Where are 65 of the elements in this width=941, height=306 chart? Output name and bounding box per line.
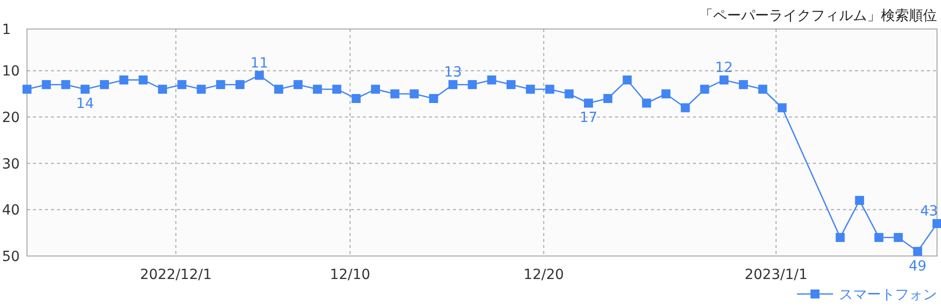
point (661, 89, 670, 98)
point (100, 80, 109, 90)
point (22, 84, 32, 94)
point (545, 84, 554, 94)
point (564, 89, 574, 98)
point (294, 80, 303, 90)
point (468, 80, 477, 90)
point (894, 232, 903, 242)
x-tick-label: 12/10 (330, 267, 370, 283)
point (138, 75, 148, 84)
point (836, 232, 845, 242)
point (80, 84, 90, 94)
y-tick-label: 40 (2, 202, 20, 219)
point (158, 84, 168, 94)
point (448, 80, 458, 90)
point (680, 103, 690, 112)
point (410, 89, 419, 98)
data-label: 11 (250, 55, 268, 72)
point (196, 84, 206, 94)
x-tick-label: 12/20 (524, 267, 564, 283)
point (932, 219, 941, 228)
data-label: 43 (920, 204, 938, 220)
point (855, 196, 864, 205)
y-tick-label: 30 (2, 156, 20, 172)
y-tick-label: 10 (2, 64, 20, 80)
y-tick-label: 1 (2, 22, 11, 38)
point (603, 94, 612, 103)
point (738, 80, 748, 90)
point (720, 75, 729, 84)
point (274, 84, 284, 94)
point (506, 80, 516, 90)
y-tick-label: 20 (2, 110, 20, 126)
point (119, 75, 128, 84)
data-label: 14 (76, 96, 94, 112)
y-tick-label: 50 (2, 249, 20, 265)
data-label: 17 (580, 110, 598, 126)
point (352, 94, 361, 103)
point (177, 80, 186, 90)
point (700, 84, 710, 94)
x-tick-label: 2023/1/1 (744, 267, 808, 283)
point (390, 89, 400, 98)
point (254, 70, 264, 80)
point (61, 80, 70, 90)
point (42, 80, 51, 90)
point (758, 84, 768, 94)
point (312, 84, 322, 94)
point (429, 94, 438, 103)
point (622, 75, 632, 84)
point (235, 80, 244, 90)
data-label: 12 (715, 60, 733, 76)
point (332, 84, 342, 94)
chart-title: 「ペーパーライクフィルム」検索順位 (699, 8, 937, 24)
point (874, 232, 884, 242)
legend-label: スマートフォン (839, 287, 937, 303)
point (778, 103, 787, 112)
x-tick-label: 2022/12/1 (140, 267, 212, 283)
point (216, 80, 226, 90)
point (913, 246, 922, 256)
point (584, 98, 593, 108)
data-label: 13 (444, 64, 462, 81)
point (526, 84, 535, 94)
data-label: 49 (908, 258, 927, 274)
point (642, 98, 652, 108)
point (487, 75, 496, 84)
point (371, 84, 380, 94)
